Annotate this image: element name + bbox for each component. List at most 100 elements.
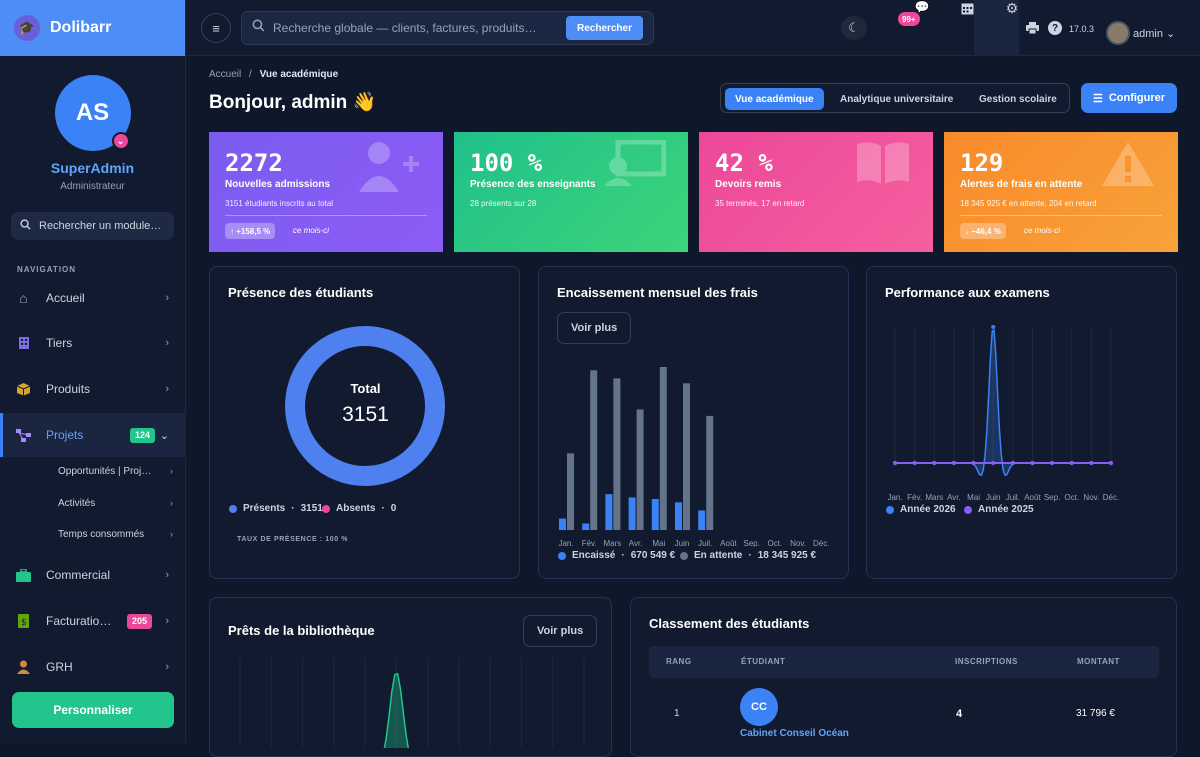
sidebar-item-label: GRH <box>46 660 73 674</box>
legend-encaisse[interactable]: Encaissé · 670 549 € <box>558 550 675 561</box>
line-prets <box>383 672 410 748</box>
sidebar-item-tiers[interactable]: Tiers › <box>0 321 186 365</box>
calendar-icon[interactable] <box>959 0 975 16</box>
stat-card-fees[interactable]: 129 Alertes de frais en attente 18 345 9… <box>944 132 1178 252</box>
hamburger-icon: ≡ <box>212 20 220 36</box>
fees-see-more-button[interactable]: Voir plus <box>557 312 632 344</box>
tab-analytique[interactable]: Analytique universitaire <box>840 93 954 105</box>
sidebar-item-grh[interactable]: GRH › <box>0 645 186 689</box>
help-icon[interactable]: ? <box>1048 21 1062 35</box>
sidebar-item-projets[interactable]: Projets 124 ⌄ <box>0 413 186 457</box>
x-tick-label: Déc. <box>1103 493 1119 502</box>
chevron-right-icon: › <box>165 383 169 395</box>
point-annee-2026-5 <box>991 325 996 329</box>
column-header-rank[interactable]: RANG <box>666 657 692 666</box>
x-tick-label: Août <box>720 539 737 547</box>
sidebar-subitem-temps[interactable]: Temps consommés › <box>58 529 173 540</box>
brand-bar[interactable]: 🎓 Dolibarr <box>0 0 185 56</box>
stat-label: Alertes de frais en attente <box>960 179 1083 190</box>
x-tick-label: Déc. <box>813 539 829 547</box>
menu-toggle-button[interactable]: ≡ <box>201 13 231 43</box>
legend-dot <box>558 551 566 560</box>
stat-change-badge: ↓ −46,4 % <box>960 223 1006 239</box>
point-annee-2025-9 <box>1069 461 1074 465</box>
chevron-right-icon: › <box>165 569 169 581</box>
sidebar-item-label: Tiers <box>46 336 73 350</box>
global-search-input[interactable] <box>273 21 563 35</box>
user-menu[interactable]: admin ⌄ <box>1133 27 1175 40</box>
x-tick-label: Avr. <box>947 493 961 502</box>
line-annee-2026 <box>895 328 1111 477</box>
sidebar-item-label: Projets <box>46 428 84 442</box>
global-search-bar: Rechercher <box>241 11 654 45</box>
ranking-panel: Classement des étudiants RANG ÉTUDIANT I… <box>630 597 1177 757</box>
stat-card-homework[interactable]: 42 % Devoirs remis 35 terminés, 17 en re… <box>699 132 933 252</box>
tab-vue-academique[interactable]: Vue académique <box>725 88 824 110</box>
bar-en-attente-2 <box>613 378 621 530</box>
legend-en-attente[interactable]: En attente · 18 345 925 € <box>680 550 816 561</box>
topbar: ≡ Rechercher ☾ 💬 99+ ⚙ ? 17.0.3 admin ⌄ <box>186 0 1200 56</box>
row-student-link[interactable]: Cabinet Conseil Océan <box>740 728 849 739</box>
legend-name: Année 2025 <box>978 504 1034 515</box>
bar-encaissé-5 <box>675 502 682 530</box>
column-header-student[interactable]: ÉTUDIANT <box>741 657 786 666</box>
library-see-more-button[interactable]: Voir plus <box>523 615 598 647</box>
chat-icon[interactable]: 💬 <box>914 0 930 14</box>
bar-encaissé-1 <box>582 523 590 530</box>
sidebar-subitem-opportunites[interactable]: Opportunités | Proj… › <box>58 466 173 477</box>
sidebar-item-facturation[interactable]: $ Facturatio… 205 › <box>0 599 186 643</box>
chevron-right-icon: › <box>165 292 169 304</box>
chevron-right-icon: › <box>170 466 173 476</box>
legend-absents[interactable]: Absents · 0 <box>322 503 396 514</box>
stat-card-teachers[interactable]: 100 % Présence des enseignants 28 présen… <box>454 132 688 252</box>
x-tick-label: Mars <box>604 539 622 547</box>
home-icon: ⌂ <box>19 290 28 306</box>
attendance-donut[interactable] <box>284 325 446 487</box>
configure-label: Configurer <box>1108 92 1166 104</box>
sidebar-item-commercial[interactable]: Commercial › <box>0 553 186 597</box>
chevron-down-icon: ⌄ <box>1166 28 1176 40</box>
legend-annee-2025[interactable]: Année 2025 <box>964 504 1034 515</box>
legend-name: Encaissé <box>572 550 616 561</box>
stat-card-admissions[interactable]: 2272 Nouvelles admissions 3151 étudiants… <box>209 132 443 252</box>
stat-change-badge: ↑ +158,5 % <box>225 223 276 239</box>
legend-presents[interactable]: Présents · 3151 <box>229 503 323 514</box>
search-button[interactable]: Rechercher <box>565 16 643 40</box>
configure-button[interactable]: ☰ Configurer <box>1081 83 1177 113</box>
chevron-down-icon[interactable]: ⌄ <box>111 132 130 150</box>
box-icon <box>15 381 32 398</box>
tab-gestion-scolaire[interactable]: Gestion scolaire <box>979 93 1057 105</box>
table-row[interactable]: 1 CC Cabinet Conseil Océan 4 31 796 € <box>631 678 1178 748</box>
moon-icon[interactable]: ☾ <box>841 16 867 40</box>
legend-dot <box>964 505 972 514</box>
sidebar-item-accueil[interactable]: ⌂ Accueil › <box>0 276 186 320</box>
printer-icon[interactable] <box>1025 21 1039 35</box>
bar-en-attente-4 <box>659 367 667 530</box>
column-header-enrollments[interactable]: INSCRIPTIONS <box>955 657 1018 666</box>
chalkboard-teacher-icon <box>604 140 666 186</box>
customize-button[interactable]: Personnaliser <box>12 692 174 728</box>
profile-card: AS ⌄ SuperAdmin Administrateur <box>0 56 185 192</box>
column-header-amount[interactable]: MONTANT <box>1077 657 1120 666</box>
sidebar-subitem-activites[interactable]: Activités › <box>58 498 173 509</box>
x-tick-label: Mars <box>925 493 943 502</box>
bar-encaissé-2 <box>605 494 613 530</box>
avatar[interactable]: AS ⌄ <box>54 75 131 151</box>
fees-bar-chart: Jan. Fév. Mars Avr. Mai Juin Juil. Août Sep. Oct.… <box>558 367 829 547</box>
profile-name[interactable]: SuperAdmin <box>50 160 135 176</box>
gear-icon[interactable]: ⚙ <box>1005 0 1019 16</box>
sidebar-item-produits[interactable]: Produits › <box>0 367 186 411</box>
warning-icon <box>1102 142 1154 186</box>
area-prets <box>384 673 409 748</box>
sidebar-item-label: Accueil <box>46 291 85 305</box>
donut-slice-presents[interactable] <box>285 326 445 486</box>
user-avatar[interactable] <box>1106 21 1130 45</box>
x-tick-label: Oct. <box>767 539 782 547</box>
stat-subtext: 28 présents sur 28 <box>470 199 537 208</box>
avatar: CC <box>740 688 778 726</box>
module-search-input[interactable]: Rechercher un module… <box>11 212 174 240</box>
version-label: 17.0.3 <box>1069 24 1095 34</box>
x-tick-label: Mai <box>967 493 980 502</box>
breadcrumb-home[interactable]: Accueil <box>209 69 242 80</box>
legend-annee-2026[interactable]: Année 2026 <box>886 504 956 515</box>
